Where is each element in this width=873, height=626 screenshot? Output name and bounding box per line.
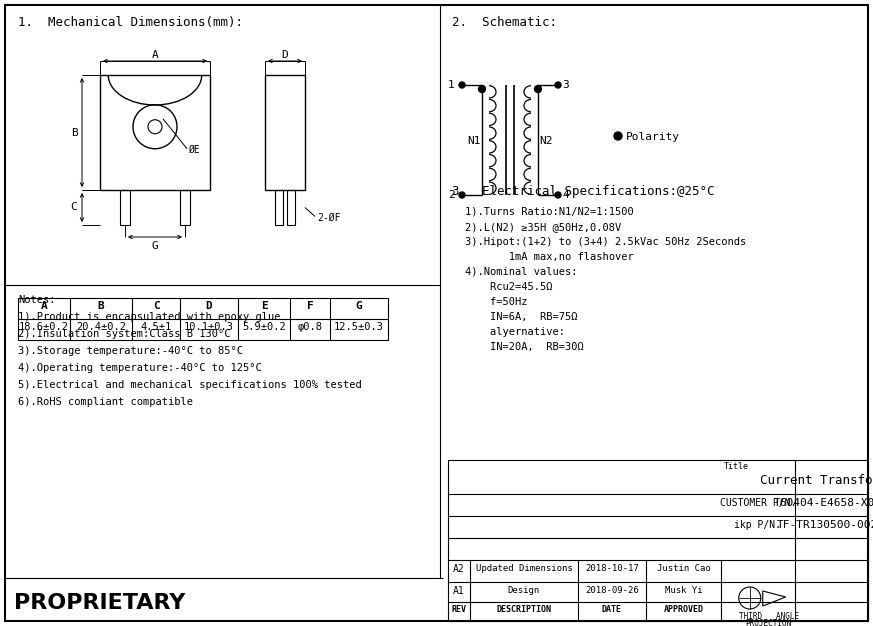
Text: 2.  Schematic:: 2. Schematic: bbox=[452, 16, 557, 29]
Circle shape bbox=[555, 192, 561, 198]
Text: THIRD   ANGLE: THIRD ANGLE bbox=[739, 612, 799, 621]
Bar bbox=[180, 190, 190, 225]
Text: 10.1±0.3: 10.1±0.3 bbox=[184, 322, 234, 332]
Text: 2018-09-26: 2018-09-26 bbox=[585, 586, 639, 595]
Text: A1: A1 bbox=[453, 586, 465, 596]
Text: Title: Title bbox=[724, 462, 749, 471]
Text: 5.9±0.2: 5.9±0.2 bbox=[242, 322, 285, 332]
Text: f=50Hz: f=50Hz bbox=[465, 297, 527, 307]
Text: Design: Design bbox=[508, 586, 540, 595]
Text: 2-ØF: 2-ØF bbox=[317, 212, 340, 222]
Text: 4).Nominal values:: 4).Nominal values: bbox=[465, 267, 578, 277]
Text: 4.5±1: 4.5±1 bbox=[141, 322, 172, 332]
Text: 5).Electrical and mechanical specifications 100% tested: 5).Electrical and mechanical specificati… bbox=[18, 380, 361, 390]
Text: C: C bbox=[153, 301, 160, 311]
Text: B: B bbox=[98, 301, 105, 311]
Text: 3: 3 bbox=[562, 80, 568, 90]
Text: N1: N1 bbox=[467, 136, 481, 146]
Circle shape bbox=[614, 132, 622, 140]
Text: T60404-E4658-X043: T60404-E4658-X043 bbox=[773, 498, 873, 508]
Text: E: E bbox=[261, 301, 267, 311]
Text: 3).Hipot:(1+2) to (3+4) 2.5kVac 50Hz 2Seconds: 3).Hipot:(1+2) to (3+4) 2.5kVac 50Hz 2Se… bbox=[465, 237, 746, 247]
Text: G: G bbox=[355, 301, 362, 311]
Text: DESCRIPTION: DESCRIPTION bbox=[497, 605, 552, 614]
Text: Current Transformer: Current Transformer bbox=[760, 475, 873, 488]
Text: IN=20A,  RB=30Ω: IN=20A, RB=30Ω bbox=[465, 342, 584, 352]
Text: 18.6±0.2: 18.6±0.2 bbox=[19, 322, 69, 332]
Text: 3.  Electrical Specifications:@25°C: 3. Electrical Specifications:@25°C bbox=[452, 185, 714, 198]
Text: Rcu2=45.5Ω: Rcu2=45.5Ω bbox=[465, 282, 553, 292]
Text: Updated Dimensions: Updated Dimensions bbox=[476, 564, 573, 573]
Text: 2018-10-17: 2018-10-17 bbox=[585, 564, 639, 573]
Bar bbox=[287, 190, 295, 225]
Circle shape bbox=[459, 82, 465, 88]
Text: TF-TR130500-002R: TF-TR130500-002R bbox=[777, 520, 873, 530]
Text: A: A bbox=[152, 50, 158, 60]
Text: APPROVED: APPROVED bbox=[663, 605, 704, 614]
Text: D: D bbox=[206, 301, 212, 311]
Text: 1).Product is encapsulated with epoxy glue: 1).Product is encapsulated with epoxy gl… bbox=[18, 312, 280, 322]
Text: 1).Turns Ratio:N1/N2=1:1500: 1).Turns Ratio:N1/N2=1:1500 bbox=[465, 207, 634, 217]
Text: 1: 1 bbox=[448, 80, 455, 90]
Text: F: F bbox=[306, 301, 313, 311]
Circle shape bbox=[478, 86, 485, 93]
Bar bbox=[120, 190, 130, 225]
Circle shape bbox=[555, 82, 561, 88]
Text: PROJECTION: PROJECTION bbox=[745, 619, 791, 626]
Text: C: C bbox=[71, 202, 78, 212]
Text: A2: A2 bbox=[453, 564, 465, 574]
Bar bbox=[18, 298, 388, 340]
Text: DATE: DATE bbox=[602, 605, 622, 614]
Bar bbox=[265, 75, 305, 190]
Text: IN=6A,  RB=75Ω: IN=6A, RB=75Ω bbox=[465, 312, 578, 322]
Text: Musk Yi: Musk Yi bbox=[664, 586, 702, 595]
Text: 1mA max,no flashover: 1mA max,no flashover bbox=[465, 252, 634, 262]
Bar bbox=[275, 190, 283, 225]
Text: N2: N2 bbox=[540, 136, 553, 146]
Text: REV: REV bbox=[451, 605, 466, 614]
Text: alyernative:: alyernative: bbox=[465, 327, 565, 337]
Text: 3).Storage temperature:-40°C to 85°C: 3).Storage temperature:-40°C to 85°C bbox=[18, 346, 243, 356]
Text: 4).Operating temperature:-40°C to 125°C: 4).Operating temperature:-40°C to 125°C bbox=[18, 363, 262, 373]
Text: PROPRIETARY: PROPRIETARY bbox=[14, 593, 185, 613]
Text: G: G bbox=[152, 241, 158, 251]
Text: 2).Insulation system:Class B 130°C: 2).Insulation system:Class B 130°C bbox=[18, 329, 230, 339]
Text: φ0.8: φ0.8 bbox=[298, 322, 322, 332]
Text: 12.5±0.3: 12.5±0.3 bbox=[334, 322, 384, 332]
Text: 4: 4 bbox=[562, 190, 568, 200]
Text: 20.4±0.2: 20.4±0.2 bbox=[76, 322, 126, 332]
Text: 1.  Mechanical Dimensions(mm):: 1. Mechanical Dimensions(mm): bbox=[18, 16, 243, 29]
Text: 6).RoHS compliant compatible: 6).RoHS compliant compatible bbox=[18, 397, 193, 407]
Text: 2).L(N2) ≥35H @50Hz,0.08V: 2).L(N2) ≥35H @50Hz,0.08V bbox=[465, 222, 622, 232]
Text: Justin Cao: Justin Cao bbox=[656, 564, 711, 573]
Text: ØE: ØE bbox=[188, 145, 200, 155]
Text: CUSTOMER P/N.: CUSTOMER P/N. bbox=[719, 498, 796, 508]
Bar bbox=[100, 75, 210, 190]
Text: 2: 2 bbox=[448, 190, 455, 200]
Text: A: A bbox=[41, 301, 47, 311]
Circle shape bbox=[459, 192, 465, 198]
Text: B: B bbox=[71, 128, 78, 138]
Bar bbox=[448, 460, 868, 621]
Text: D: D bbox=[282, 50, 288, 60]
Text: Notes:: Notes: bbox=[18, 295, 56, 305]
Text: Polarity: Polarity bbox=[626, 132, 680, 142]
Text: ikp P/N.: ikp P/N. bbox=[734, 520, 781, 530]
Circle shape bbox=[534, 86, 541, 93]
